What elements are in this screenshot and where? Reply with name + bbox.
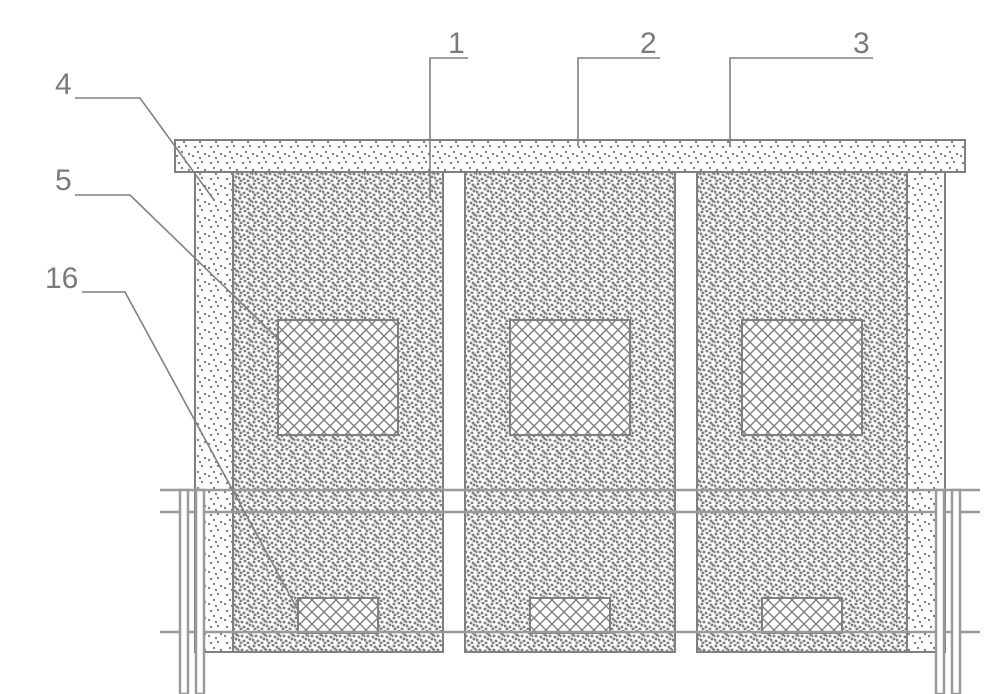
bottom-hatch-1 [298,598,378,633]
post-inner-left [196,490,204,694]
post-outer-left [180,490,188,694]
bottom-hatch-3 [762,598,842,633]
window-3 [742,320,862,435]
label-1: 1 [448,27,465,60]
bottom-hatch-2 [530,598,610,633]
label-2: 2 [640,27,657,60]
leader-2 [578,58,660,146]
label-16: 16 [45,262,78,295]
post-outer-right [952,490,960,694]
label-3: 3 [853,27,870,60]
label-4: 4 [55,68,72,101]
leader-3 [730,58,873,146]
roof [175,140,965,172]
windows [278,320,862,435]
window-2 [510,320,630,435]
label-5: 5 [55,164,72,197]
post-inner-right [936,490,944,694]
window-1 [278,320,398,435]
